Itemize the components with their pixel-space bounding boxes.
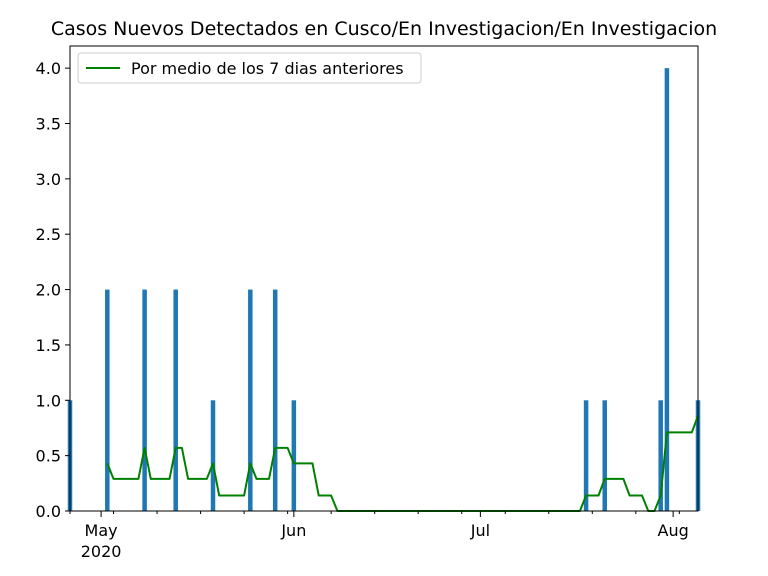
y-tick-label: 4.0	[36, 59, 61, 78]
x-tick-label: Jun	[280, 521, 306, 540]
chart-title: Casos Nuevos Detectados en Cusco/En Inve…	[51, 18, 717, 40]
bar	[664, 68, 670, 512]
x-tick-sublabel: 2020	[81, 542, 122, 561]
x-tick-label: Aug	[658, 521, 689, 540]
legend-box	[77, 52, 422, 84]
y-tick-label: 3.0	[36, 170, 61, 189]
bar	[210, 400, 216, 511]
legend-label: Por medio de los 7 dias anteriores	[131, 59, 404, 78]
bar	[173, 289, 178, 511]
y-tick-label: 2.0	[36, 281, 61, 300]
series-line	[106, 415, 699, 512]
x-tick-label: May	[85, 521, 118, 540]
bar	[105, 289, 110, 511]
x-axis: May 2020 Jun Jul Aug	[69, 511, 689, 561]
x-tick-label: Jul	[470, 521, 490, 540]
bar	[142, 289, 147, 511]
y-axis: 0.0 0.5 1.0 1.5 2.0 2.5 3.0 3.5 4.0	[36, 59, 70, 521]
plot-frame	[69, 45, 699, 512]
y-tick-label: 0.5	[36, 447, 61, 466]
bar	[583, 400, 589, 511]
bar-layer	[67, 68, 701, 512]
line-layer	[106, 415, 699, 512]
bar	[602, 400, 607, 511]
bar	[248, 289, 253, 511]
bar	[291, 400, 297, 511]
y-tick-label: 1.0	[36, 391, 61, 410]
bar	[658, 400, 663, 511]
y-tick-label: 2.5	[36, 225, 61, 244]
y-tick-label: 0.0	[36, 502, 61, 521]
bar	[272, 289, 278, 511]
y-tick-label: 1.5	[36, 336, 61, 355]
legend: Por medio de los 7 dias anteriores	[77, 52, 422, 84]
y-tick-label: 3.5	[36, 115, 61, 134]
